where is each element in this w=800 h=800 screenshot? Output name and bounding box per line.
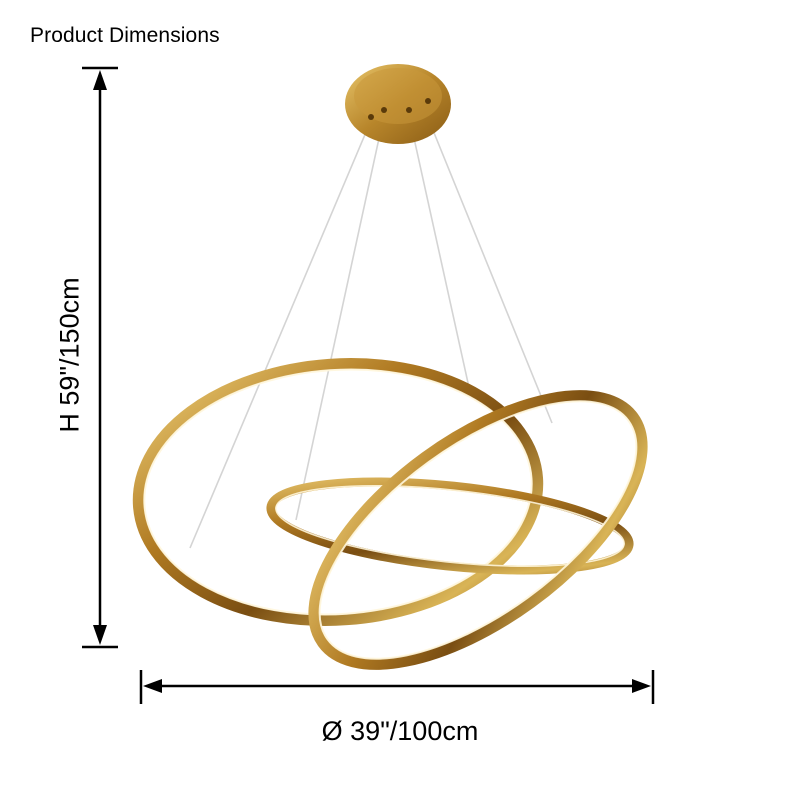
small-ring xyxy=(266,477,634,575)
product-dimensions-heading: Product Dimensions xyxy=(30,24,220,47)
width-dimension-arrow xyxy=(139,670,655,704)
suspension-wires xyxy=(189,117,553,549)
diameter-label: Ø 39"/100cm xyxy=(321,716,479,746)
ceiling-canopy xyxy=(345,64,451,144)
large-ring xyxy=(132,358,544,626)
height-dimension-arrow xyxy=(82,66,118,649)
height-label: H 59"/150cm xyxy=(54,277,85,433)
tilted-ring xyxy=(308,390,648,670)
